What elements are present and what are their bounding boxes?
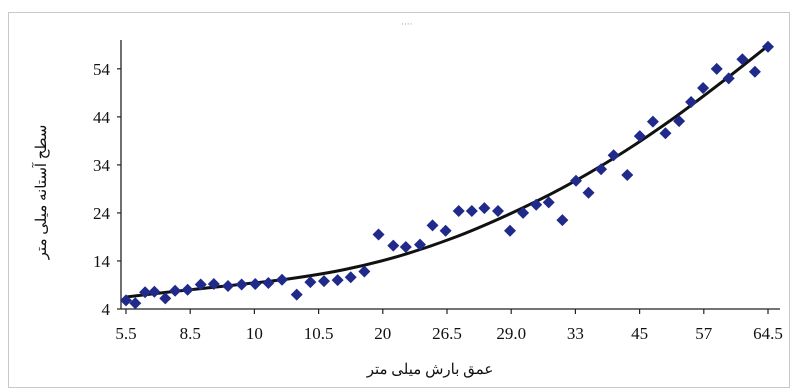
data-point xyxy=(465,205,478,218)
data-point xyxy=(736,53,749,66)
y-ticks: 4 14 24 34 44 54 xyxy=(93,60,121,319)
data-point xyxy=(595,163,608,176)
data-point xyxy=(426,219,439,232)
data-point xyxy=(262,277,275,290)
data-point xyxy=(697,82,710,95)
data-points xyxy=(120,40,774,310)
data-point xyxy=(304,276,317,289)
data-point xyxy=(290,288,303,301)
data-point xyxy=(181,283,194,296)
x-tick-label: 26.5 xyxy=(432,324,462,343)
data-point xyxy=(621,168,634,181)
data-point xyxy=(659,127,672,140)
data-point xyxy=(414,238,426,251)
resize-grip-icon[interactable]: ···· xyxy=(401,20,413,30)
trendline xyxy=(125,44,769,299)
data-point xyxy=(570,174,582,187)
data-point xyxy=(542,196,555,209)
data-point xyxy=(710,62,723,75)
y-axis-title: سطح آستانه میلی متر xyxy=(32,125,50,261)
data-point xyxy=(517,206,530,219)
data-point xyxy=(276,273,288,286)
data-point xyxy=(530,198,543,211)
y-tick-label: 34 xyxy=(93,156,111,175)
data-point xyxy=(556,214,569,227)
x-axis-title: عمق بارش میلی متر xyxy=(366,362,494,378)
data-point xyxy=(235,278,248,291)
data-point xyxy=(358,265,371,278)
data-point xyxy=(633,130,646,143)
x-tick-label: 5.5 xyxy=(115,324,136,343)
data-point xyxy=(607,149,620,162)
data-point xyxy=(439,224,452,237)
x-tick-label: 29.0 xyxy=(496,324,526,343)
data-point xyxy=(387,239,400,252)
data-point xyxy=(492,205,504,218)
data-point xyxy=(722,72,735,85)
data-point xyxy=(762,40,774,53)
data-point xyxy=(148,285,161,298)
data-point xyxy=(582,186,595,199)
data-point xyxy=(222,279,234,292)
data-point xyxy=(646,115,659,128)
data-point xyxy=(478,202,491,215)
data-point xyxy=(331,274,344,287)
data-point xyxy=(194,278,207,291)
y-tick-label: 14 xyxy=(93,252,111,271)
data-point xyxy=(207,278,220,291)
data-point xyxy=(139,286,152,299)
x-tick-label: 20 xyxy=(374,324,391,343)
x-tick-label: 64.5 xyxy=(753,324,783,343)
data-point xyxy=(399,241,412,254)
data-point xyxy=(159,292,172,305)
y-tick-label: 4 xyxy=(102,300,111,319)
axes xyxy=(120,40,780,310)
data-point xyxy=(748,65,761,78)
x-tick-label: 10.5 xyxy=(304,324,334,343)
data-point xyxy=(318,275,330,288)
x-tick-label: 57 xyxy=(695,324,713,343)
data-point xyxy=(344,271,357,284)
data-point xyxy=(120,294,132,307)
x-tick-label: 10 xyxy=(246,324,263,343)
x-tick-label: 33 xyxy=(567,324,584,343)
data-point xyxy=(249,278,262,291)
x-tick-label: 8.5 xyxy=(180,324,201,343)
data-point xyxy=(129,297,142,310)
data-point xyxy=(452,205,465,218)
x-tick-label: 45 xyxy=(631,324,648,343)
data-point xyxy=(169,284,182,297)
data-point xyxy=(673,115,686,128)
x-ticks: 5.5 8.5 10 10.5 20 26.5 29.0 33 45 57 64.5 xyxy=(115,309,783,343)
data-point xyxy=(372,228,385,241)
y-tick-label: 54 xyxy=(93,60,111,79)
data-point xyxy=(504,224,516,237)
y-tick-label: 44 xyxy=(93,108,111,127)
chart-frame: ···· xyxy=(8,12,790,388)
data-point xyxy=(685,95,698,108)
y-tick-label: 24 xyxy=(93,204,111,223)
